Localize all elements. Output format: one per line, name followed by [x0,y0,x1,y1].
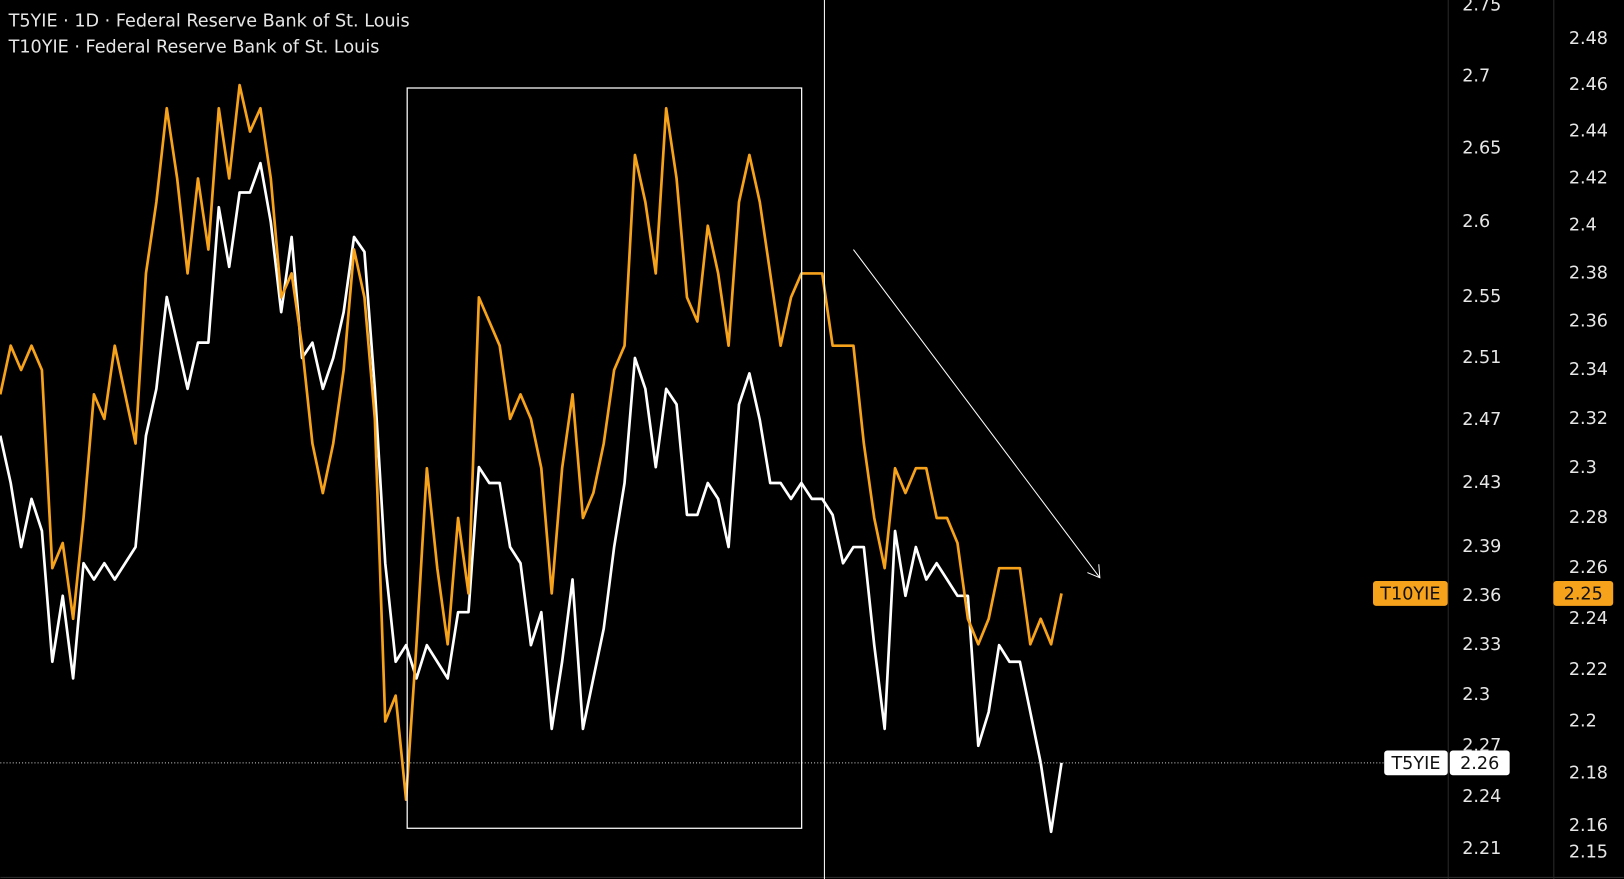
y2-tick-label: 2.4 [1569,216,1597,236]
y-tick-label: 2.36 [1462,586,1501,606]
last-value-label: 2.26 [1460,754,1499,774]
trend-arrow [852,249,1101,579]
series-name-box [1384,750,1448,776]
y-tick-label: 2.6 [1462,212,1490,232]
legend-line: T5YIE · 1D · Federal Reserve Bank of St.… [8,12,410,32]
y2-tick-label: 2.48 [1569,29,1608,49]
label-layer: T5YIE 2.26 T10YIE 2.25 [1373,581,1614,776]
legend-line: T10YIE · Federal Reserve Bank of St. Lou… [8,38,380,58]
rectangle-drawing [406,87,803,829]
y-tick-label: 2.21 [1462,839,1501,859]
y2-tick-label: 2.22 [1569,660,1608,680]
y2-tick-label: 2.36 [1569,311,1608,331]
last-value-box [1449,750,1510,776]
y2-tick-label: 2.42 [1569,168,1608,188]
y-tick-label: 2.33 [1462,635,1501,655]
y2-tick-label: 2.38 [1569,263,1608,283]
y2-tick-label: 2.46 [1569,75,1608,95]
y-tick-label: 2.24 [1462,787,1501,807]
last-value-box [1553,581,1614,606]
y2-tick-label: 2.15 [1569,842,1608,862]
y2-tick-label: 2.28 [1569,508,1608,528]
y2-tick-label: 2.3 [1569,458,1597,478]
series-name-label: T10YIE [1379,584,1440,604]
y2-tick-label: 2.2 [1569,711,1597,731]
last-value-label: 2.25 [1564,584,1603,604]
y2-tick-label: 2.18 [1569,763,1608,783]
arrow-head [1087,564,1101,579]
series-name-box [1373,581,1448,606]
series-name-label: T5YIE [1390,754,1440,774]
y-tick-label: 2.65 [1462,139,1501,159]
y2-tick-label: 2.26 [1569,558,1608,578]
y2-tick-label: 2.32 [1569,409,1608,429]
y-tick-label: 2.75 [1462,0,1501,16]
y-tick-label: 2.39 [1462,537,1501,557]
y-tick-label: 2.51 [1462,348,1501,368]
y-tick-label: 2.3 [1462,685,1490,705]
series-line [0,83,1063,802]
y-tick-label: 2.7 [1462,66,1490,86]
series-layer [0,83,1448,834]
y-tick-label: 2.55 [1462,287,1501,307]
y-tick-label: 2.47 [1462,410,1501,430]
series-line [0,161,1063,834]
y2-tick-label: 2.44 [1569,122,1608,142]
y2-tick-label: 2.24 [1569,609,1608,629]
y2-tick-label: 2.34 [1569,360,1608,380]
y-tick-label: 2.43 [1462,473,1501,493]
y-tick-label: 2.27 [1462,736,1501,756]
y2-tick-label: 2.16 [1569,816,1608,836]
